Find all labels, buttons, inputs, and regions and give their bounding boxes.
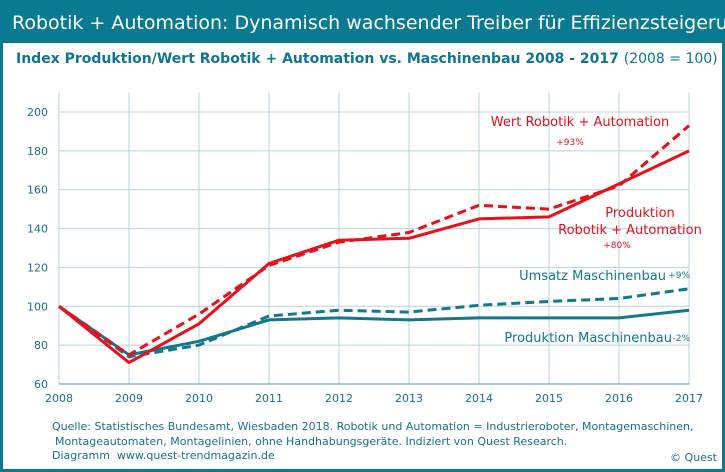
- x-tick-label: 2017: [675, 392, 703, 405]
- y-tick-label: 160: [27, 184, 48, 197]
- x-tick-label: 2010: [185, 392, 213, 405]
- x-tick-label: 2009: [115, 392, 143, 405]
- subtitle-text: Index Produktion/Wert Robotik + Automati…: [16, 51, 619, 67]
- series-line-wert-robotik-automation: [58, 124, 690, 357]
- copyright: © Quest: [670, 451, 717, 464]
- series-change-label: +93%: [556, 138, 584, 148]
- series-change-label: +80%: [603, 241, 631, 251]
- x-tick-label: 2015: [535, 392, 563, 405]
- chart-subtitle: Index Produktion/Wert Robotik + Automati…: [16, 51, 718, 67]
- x-tick-label: 2011: [255, 392, 283, 405]
- x-tick-label: 2012: [325, 392, 353, 405]
- series-line-produktion-robotik-automation: [58, 149, 690, 365]
- x-tick-label: 2016: [605, 392, 633, 405]
- y-tick-label: 60: [34, 378, 48, 391]
- series-label: Produktion Maschinenbau: [504, 331, 672, 346]
- series-change-label: +9%: [668, 271, 690, 281]
- x-tick-label: 2008: [45, 392, 73, 405]
- y-tick-label: 80: [34, 339, 48, 352]
- footer-line-1: Quelle: Statistisches Bundesamt, Wiesbad…: [52, 420, 694, 433]
- series-label: Produktion: [605, 206, 675, 221]
- footer-source: Quelle: Statistisches Bundesamt, Wiesbad…: [52, 420, 693, 464]
- footer-line-2: Montageautomaten, Montagelinien, ohne Ha…: [55, 434, 568, 448]
- series-line-umsatz-maschinenbau: [58, 287, 690, 359]
- y-tick-label: 120: [27, 261, 48, 274]
- footer-line-3: Diagramm www.quest-trendmagazin.de: [52, 449, 275, 462]
- y-tick-label: 180: [27, 145, 48, 158]
- subtitle-note: (2008 = 100): [623, 51, 718, 67]
- series-change-label: -2%: [672, 334, 690, 344]
- chart-title: Robotik + Automation: Dynamisch wachsend…: [3, 3, 725, 43]
- series-label: Wert Robotik + Automation: [491, 115, 669, 130]
- y-tick-label: 100: [27, 300, 48, 313]
- y-tick-label: 200: [27, 106, 48, 119]
- series-line-produktion-maschinenbau: [58, 305, 690, 357]
- series-label: Umsatz Maschinenbau: [519, 269, 666, 284]
- x-tick-label: 2013: [395, 392, 423, 405]
- y-tick-label: 140: [27, 223, 48, 236]
- series-label: Robotik + Automation: [558, 223, 702, 238]
- x-tick-label: 2014: [465, 392, 493, 405]
